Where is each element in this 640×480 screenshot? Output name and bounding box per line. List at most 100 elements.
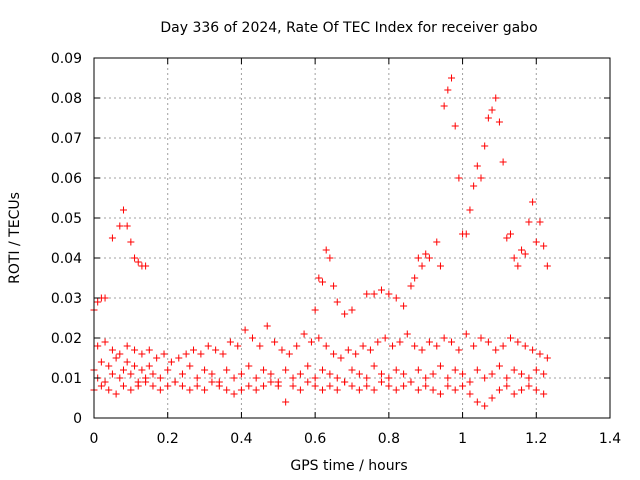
data-point <box>492 94 500 102</box>
data-point <box>422 250 430 258</box>
data-point <box>333 386 341 394</box>
data-point <box>473 398 481 406</box>
data-point <box>407 282 415 290</box>
data-point <box>94 342 102 350</box>
data-point <box>466 390 474 398</box>
data-point <box>477 174 485 182</box>
data-point <box>381 334 389 342</box>
data-point <box>153 354 161 362</box>
data-point <box>193 374 201 382</box>
data-point <box>374 338 382 346</box>
data-point <box>392 366 400 374</box>
data-point <box>411 342 419 350</box>
data-point <box>208 370 216 378</box>
data-point <box>459 382 467 390</box>
data-point <box>422 374 430 382</box>
data-point <box>355 370 363 378</box>
data-point <box>425 254 433 262</box>
data-point <box>145 362 153 370</box>
data-point <box>448 74 456 82</box>
data-point <box>108 346 116 354</box>
data-point <box>525 374 533 382</box>
data-point <box>418 346 426 354</box>
data-point <box>451 122 459 130</box>
data-point <box>400 382 408 390</box>
data-point <box>123 222 131 230</box>
data-point <box>131 346 139 354</box>
x-tick-label: 1.4 <box>599 431 621 447</box>
data-point <box>330 350 338 358</box>
data-point <box>484 338 492 346</box>
data-point <box>326 382 334 390</box>
data-point <box>212 346 220 354</box>
data-point <box>462 330 470 338</box>
data-point <box>514 338 522 346</box>
data-point <box>226 338 234 346</box>
data-point <box>444 382 452 390</box>
data-point <box>311 306 319 314</box>
data-point <box>540 370 548 378</box>
data-point <box>101 338 109 346</box>
data-point <box>510 390 518 398</box>
data-point <box>278 346 286 354</box>
data-point <box>260 382 268 390</box>
data-point <box>440 334 448 342</box>
data-point <box>510 254 518 262</box>
data-point <box>488 106 496 114</box>
data-points <box>90 74 551 410</box>
data-point <box>164 382 172 390</box>
data-point <box>396 338 404 346</box>
data-point <box>204 342 212 350</box>
data-point <box>289 382 297 390</box>
data-point <box>525 218 533 226</box>
data-point <box>366 346 374 354</box>
data-point <box>370 362 378 370</box>
data-point <box>348 306 356 314</box>
data-point <box>142 262 150 270</box>
data-point <box>112 354 120 362</box>
data-point <box>341 310 349 318</box>
data-point <box>175 354 183 362</box>
data-point <box>422 382 430 390</box>
data-point <box>414 366 422 374</box>
data-point <box>186 362 194 370</box>
data-point <box>315 334 323 342</box>
data-point <box>543 262 551 270</box>
data-point <box>488 394 496 402</box>
data-point <box>495 362 503 370</box>
data-point <box>134 258 142 266</box>
data-point <box>245 362 253 370</box>
data-point <box>348 366 356 374</box>
data-point <box>506 230 514 238</box>
data-point <box>127 370 135 378</box>
data-point <box>156 374 164 382</box>
data-point <box>495 386 503 394</box>
data-point <box>532 238 540 246</box>
data-point <box>304 362 312 370</box>
data-point <box>536 350 544 358</box>
data-point <box>359 342 367 350</box>
data-point <box>429 370 437 378</box>
data-point <box>436 362 444 370</box>
data-point <box>267 370 275 378</box>
data-point <box>488 370 496 378</box>
data-point <box>510 366 518 374</box>
data-point <box>333 298 341 306</box>
y-tick-label: 0.03 <box>51 291 82 307</box>
data-point <box>215 382 223 390</box>
data-point <box>116 374 124 382</box>
data-point <box>470 342 478 350</box>
y-axis-label: ROTI / TECUs <box>7 192 23 284</box>
data-point <box>193 382 201 390</box>
data-point <box>319 278 327 286</box>
data-point <box>407 378 415 386</box>
data-point <box>499 158 507 166</box>
data-point <box>108 370 116 378</box>
data-point <box>282 366 290 374</box>
data-point <box>145 346 153 354</box>
data-point <box>319 366 327 374</box>
x-tick-label: 0.4 <box>230 431 252 447</box>
data-point <box>385 374 393 382</box>
data-point <box>459 370 467 378</box>
data-point <box>178 370 186 378</box>
